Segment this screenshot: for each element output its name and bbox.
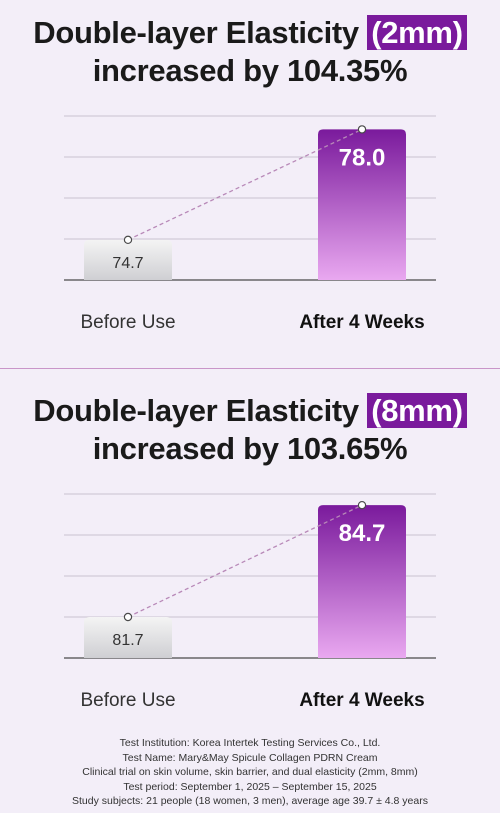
title-text: Double-layer Elasticity (33, 393, 359, 428)
title-line-2: increased by 104.35% (92, 53, 408, 88)
trend-line (127, 504, 363, 618)
title-highlight: (2mm) (367, 15, 467, 50)
bar-chart-2mm: 74.7 Before Use 78.0 After 4 Weeks (64, 115, 436, 333)
category-label: Before Use (80, 690, 175, 711)
title-line-2: increased by 103.65% (92, 431, 408, 466)
bar-before-use (84, 617, 172, 658)
bar-after-4-weeks (318, 505, 406, 658)
footnote-line: Test Institution: Korea Intertek Testing… (119, 737, 381, 749)
trend-point (357, 500, 367, 510)
trend-line (127, 128, 363, 241)
title-highlight: (8mm) (367, 393, 467, 428)
category-label: After 4 Weeks (299, 690, 424, 711)
section-divider (0, 368, 500, 369)
bar-chart-8mm: 81.7 Before Use 84.7 After 4 Weeks (64, 493, 436, 711)
footnote-line: Clinical trial on skin volume, skin barr… (82, 766, 418, 778)
category-label: Before Use (80, 312, 175, 333)
chart-title: Double-layer Elasticity (2mm) increased … (0, 0, 500, 90)
category-label: After 4 Weeks (299, 312, 424, 333)
title-text: Double-layer Elasticity (33, 15, 359, 50)
footnote-line: Study subjects: 21 people (18 women, 3 m… (72, 795, 428, 807)
bar-before-use (84, 239, 172, 280)
footnote-line: Test period: September 1, 2025 – Septemb… (123, 780, 377, 793)
data-label: 81.7 (112, 632, 143, 649)
bar-after-4-weeks (318, 129, 406, 280)
footnote-line: Test Name: Mary&May Spicule Collagen PDR… (122, 751, 378, 764)
trend-point (123, 235, 133, 245)
trend-point (123, 612, 133, 622)
chart-panel-2mm: Double-layer Elasticity (2mm) increased … (0, 0, 500, 368)
data-label: 74.7 (112, 255, 143, 272)
chart-panel-8mm: Double-layer Elasticity (8mm) increased … (0, 378, 500, 723)
chart-title: Double-layer Elasticity (8mm) increased … (0, 378, 500, 468)
data-label: 78.0 (339, 144, 386, 171)
trend-point (357, 125, 367, 134)
study-footnote: Test Institution: Korea Intertek Testing… (0, 736, 500, 809)
data-label: 84.7 (339, 520, 386, 547)
